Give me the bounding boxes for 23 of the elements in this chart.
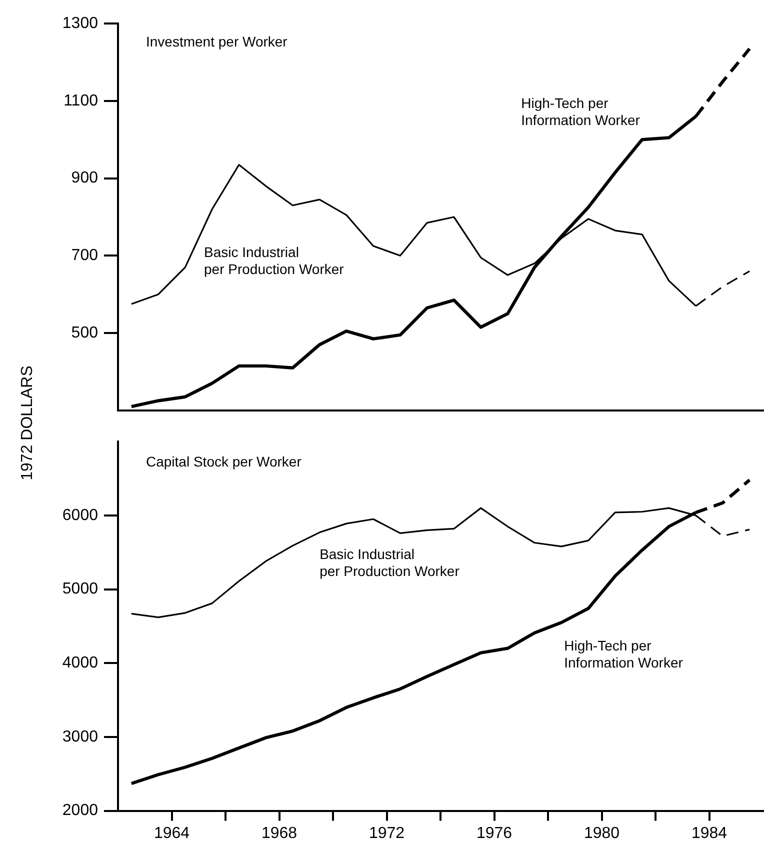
- y-tick-label: 2000: [62, 802, 98, 820]
- y-tick-label: 700: [71, 247, 98, 264]
- series-label: High-Tech per Information Worker: [521, 94, 640, 128]
- x-tick-label: 1984: [691, 824, 728, 842]
- x-tick-label: 1972: [368, 824, 405, 842]
- y-tick-label: 5000: [62, 580, 98, 598]
- series-label: High-Tech per Information Worker: [564, 637, 684, 670]
- y-tick-label: 1100: [64, 92, 98, 110]
- y-tick-label: 500: [71, 324, 98, 342]
- y-tick-label: 3000: [62, 728, 98, 746]
- y-tick-label: 6000: [62, 506, 98, 524]
- text: Capital Stock per Worker: [146, 453, 302, 470]
- y-tick-label: 900: [71, 170, 98, 187]
- y-tick-label: 1300: [62, 15, 98, 32]
- x-tick-label: 1976: [476, 824, 512, 842]
- y-axis-title: 1972 DOLLARS: [19, 366, 37, 480]
- x-tick-label: 1964: [154, 824, 190, 842]
- y-tick-label: 4000: [62, 654, 98, 672]
- x-tick-label: 1980: [584, 824, 620, 842]
- x-tick-label: 1968: [261, 824, 298, 842]
- series-label: Basic Industrial per Production Worker: [204, 244, 344, 277]
- series-label: Basic Industrial per Production Worker: [320, 546, 460, 579]
- text: Investment per Worker: [146, 33, 288, 50]
